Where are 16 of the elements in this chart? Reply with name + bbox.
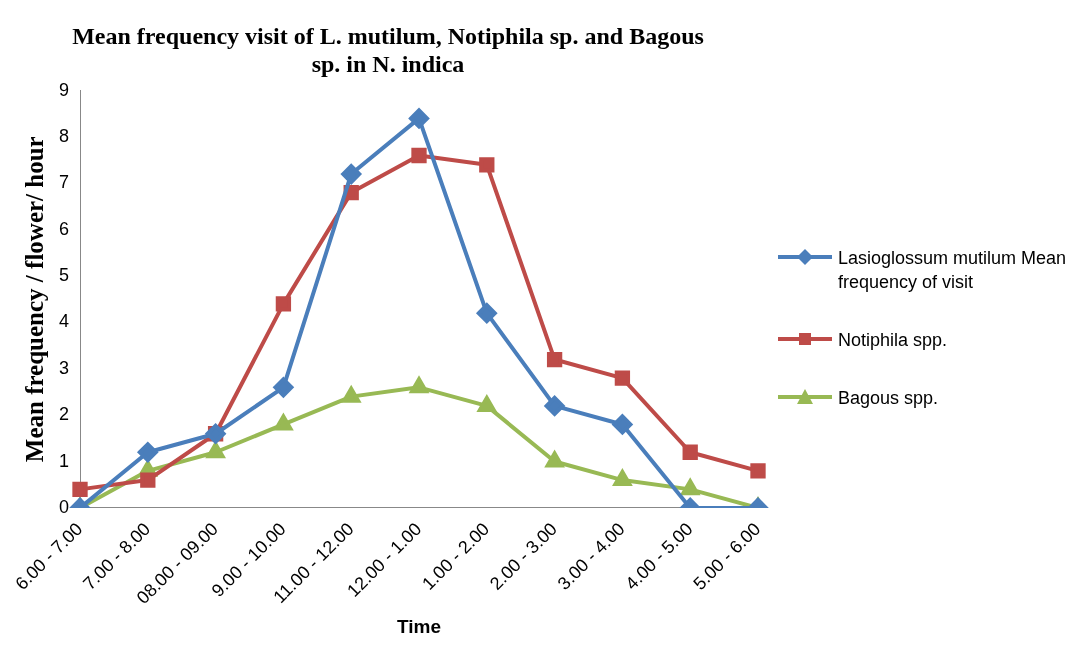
y-tick-label: 0 bbox=[59, 496, 70, 517]
y-tick-label: 3 bbox=[59, 357, 70, 378]
y-tick-label: 6 bbox=[59, 218, 70, 239]
y-tick-label: 9 bbox=[59, 79, 70, 100]
legend-label: Lasioglossum mutilum Mean frequency of visit bbox=[838, 247, 1068, 294]
chart-title: Mean frequency visit of L. mutilum, Notiphila sp. and Bagous sp. in N. indica bbox=[72, 22, 704, 78]
y-axis-title: Mean frequency / flower/ hour bbox=[21, 136, 49, 463]
y-tick-label: 7 bbox=[59, 172, 70, 193]
y-tick-label: 4 bbox=[59, 311, 70, 332]
y-tick-label: 1 bbox=[59, 450, 70, 471]
x-axis-title: Time bbox=[397, 615, 442, 637]
legend-label: Notiphila spp. bbox=[838, 329, 948, 352]
legend-label: Bagous spp. bbox=[838, 387, 939, 410]
y-tick-label: 2 bbox=[59, 404, 70, 425]
y-tick-label: 5 bbox=[59, 265, 70, 286]
y-tick-label: 8 bbox=[59, 125, 70, 146]
